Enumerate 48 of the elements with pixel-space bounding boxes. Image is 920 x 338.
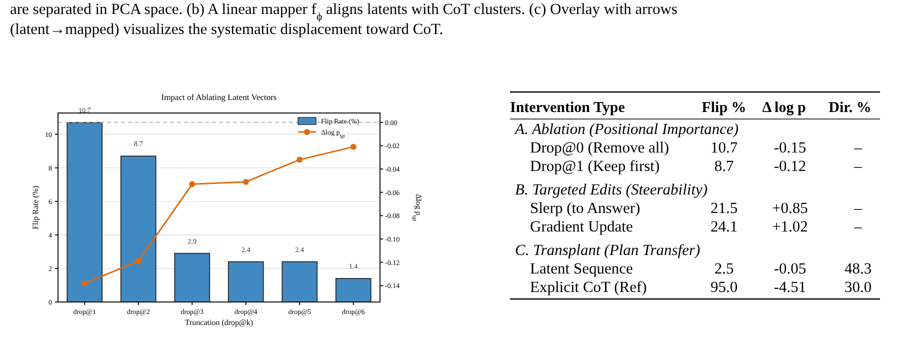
data-label: 2.5 — [714, 260, 734, 278]
category-label: C. Transplant (Plan Transfer) — [515, 242, 700, 259]
data-label: +1.02 — [772, 218, 808, 236]
category-label: Slerp (to Answer) — [530, 200, 640, 217]
bar — [174, 252, 210, 302]
category-label: Latent Sequence — [530, 260, 633, 278]
data-label: – — [853, 200, 862, 217]
data-label: +0.85 — [772, 200, 808, 217]
category-label: Gradient Update — [530, 218, 633, 236]
data-label: -0.05 — [774, 260, 806, 278]
data-label: 48.3 — [844, 260, 872, 278]
text: Intervention Type — [510, 100, 626, 116]
data-label: 21.5 — [710, 200, 738, 217]
data-label: 30.0 — [844, 279, 872, 296]
bar — [228, 261, 264, 302]
data-label: 24.1 — [710, 218, 738, 236]
x-axis-title: Truncation (drop@k) — [184, 318, 254, 327]
category-label: Drop@0 (Remove all) — [530, 140, 670, 156]
category-label: B. Targeted Edits (Steerability) — [515, 182, 708, 198]
text: Δ log p — [762, 100, 806, 116]
y-axis-title: Flip Rate (%) — [31, 185, 40, 230]
point — [242, 178, 249, 185]
text: (latent→mapped) visualizes the systematic displacement toward CoT. — [10, 21, 444, 38]
text: Dir. % — [828, 100, 872, 116]
data-label: -0.12 — [774, 158, 806, 175]
data-label: -0.15 — [774, 140, 806, 156]
point — [350, 144, 356, 150]
data-label: 8.7 — [714, 158, 734, 175]
data-label: – — [853, 158, 862, 175]
data-label: – — [853, 140, 862, 156]
data-label: -4.51 — [774, 279, 806, 296]
chart-title: Impact of Ablating Latent Vectors — [161, 92, 277, 102]
point — [135, 258, 142, 264]
point — [82, 280, 88, 286]
category-label: Explicit CoT (Ref) — [530, 279, 647, 296]
point — [189, 181, 196, 188]
text: Flip % — [702, 100, 746, 116]
category-label: A. Ablation (Positional Importance) — [514, 121, 739, 138]
data-label: 95.0 — [710, 279, 738, 296]
bar — [282, 261, 318, 302]
text: are separated in PCA space. (b) A linear mapper f$_{ϕ}$ aligns latents with CoT clusters. (c) Overlay with arrows — [10, 1, 678, 23]
point — [296, 156, 303, 163]
bar — [335, 278, 372, 302]
bar — [66, 122, 103, 302]
data-label: 10.7 — [710, 140, 738, 156]
bar — [120, 156, 156, 302]
data-label: – — [853, 218, 862, 236]
category-label: Drop@1 (Keep first) — [530, 158, 660, 175]
